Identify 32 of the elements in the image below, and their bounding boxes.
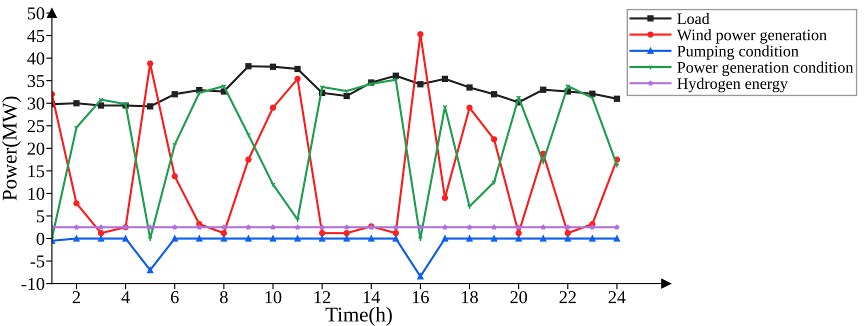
- y-tick-label: 20: [28, 142, 44, 155]
- x-tick-label: 24: [608, 291, 626, 304]
- x-tick-label: 2: [72, 291, 80, 304]
- x-tick-label: 14: [364, 291, 380, 304]
- legend-label: Power generation condition: [677, 62, 854, 76]
- y-tick-label: 35: [28, 74, 44, 88]
- y-tick-label: -5: [30, 256, 44, 268]
- legend-label: Hydrogen energy: [677, 78, 788, 92]
- y-tick-label: 5: [36, 210, 44, 222]
- x-tick-label: 18: [462, 291, 478, 304]
- x-tick-label: 20: [510, 291, 527, 304]
- x-axis-title: Time(h): [326, 306, 392, 326]
- y-axis-title: Power(MW): [2, 96, 21, 200]
- legend-label: Load: [677, 12, 710, 24]
- x-tick-label: 22: [560, 291, 576, 304]
- y-tick-label: 25: [28, 120, 44, 132]
- x-tick-label: 4: [121, 291, 130, 304]
- x-tick-label: 16: [412, 291, 429, 304]
- y-tick-label: 45: [27, 30, 44, 42]
- y-tick-label: 15: [28, 165, 44, 178]
- x-tick-label: 10: [266, 291, 282, 304]
- x-tick-label: 12: [314, 291, 330, 304]
- y-tick-label: 40: [27, 52, 44, 65]
- legend-label: Pumping condition: [677, 45, 799, 60]
- y-tick-label: 50: [28, 7, 44, 20]
- y-tick-label: 0: [36, 232, 44, 245]
- legend-label: Wind power generation: [676, 29, 827, 44]
- y-tick-label: 10: [28, 188, 44, 200]
- x-tick-label: 8: [220, 291, 228, 304]
- x-tick-label: 6: [170, 291, 179, 304]
- y-tick-label: 30: [28, 97, 44, 110]
- y-tick-label: -10: [22, 278, 44, 290]
